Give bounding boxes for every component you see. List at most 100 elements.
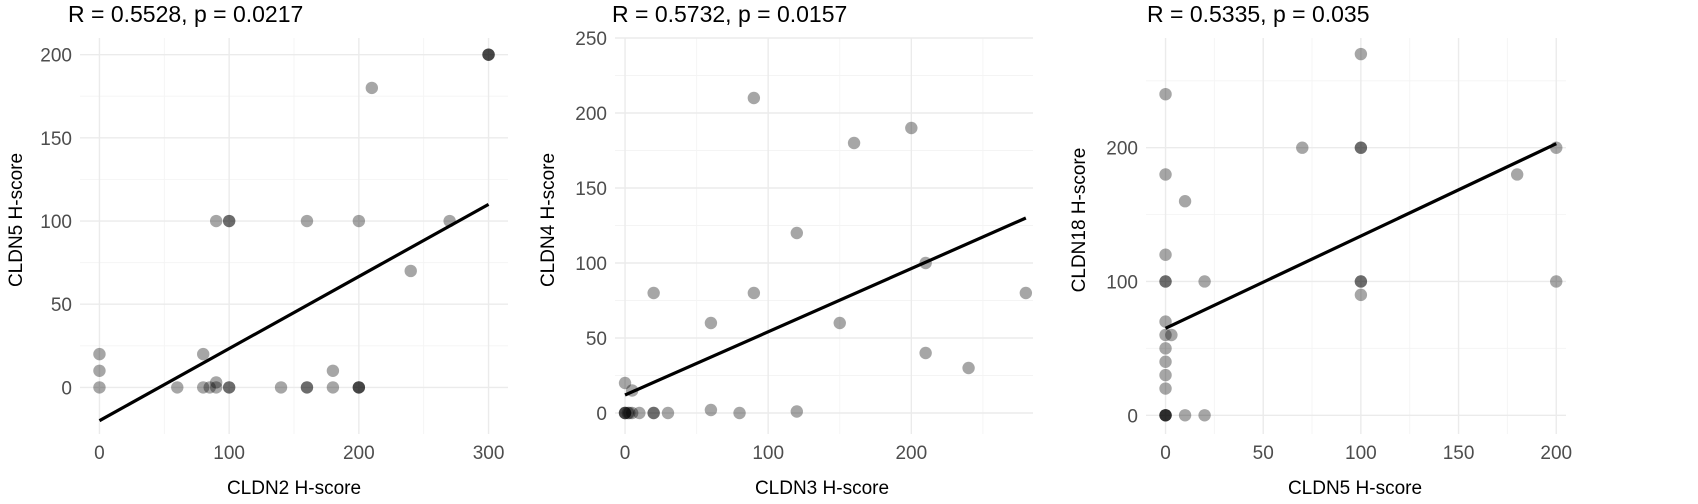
data-point xyxy=(733,406,746,420)
y-tick-label: 100 xyxy=(40,212,72,233)
x-tick-label: 0 xyxy=(94,443,105,464)
y-axis-label: CLDN5 H-score xyxy=(6,153,27,287)
data-point xyxy=(1354,47,1368,61)
data-point xyxy=(1165,328,1178,342)
data-point xyxy=(1159,328,1172,342)
data-point xyxy=(1354,141,1368,154)
data-point xyxy=(1159,409,1172,422)
data-point xyxy=(482,48,495,61)
data-point xyxy=(352,381,366,394)
data-point xyxy=(352,381,366,394)
x-tick-label: 0 xyxy=(1160,443,1171,464)
data-point xyxy=(1198,409,1211,422)
x-tick-label: 200 xyxy=(343,443,375,464)
data-point xyxy=(618,406,632,420)
y-tick-label: 200 xyxy=(40,46,72,67)
data-point xyxy=(1198,275,1211,288)
y-tick-label: 100 xyxy=(1106,272,1138,293)
data-point xyxy=(365,81,379,95)
data-point xyxy=(621,406,635,420)
regression-line xyxy=(98,202,490,423)
data-point xyxy=(1354,275,1368,288)
y-axis-label: CLDN18 H-score xyxy=(1069,148,1090,293)
data-point xyxy=(203,381,216,394)
data-point xyxy=(209,214,223,228)
y-tick-label: 200 xyxy=(1106,139,1138,160)
y-tick-label: 200 xyxy=(575,104,607,125)
plot-area: 0 100 200 0 50 100 150 200 250 xyxy=(575,29,1033,464)
x-tick-label: 100 xyxy=(213,443,245,464)
plot-area: 0 100 200 300 0 50 100 150 200 xyxy=(40,38,508,464)
data-point xyxy=(1159,342,1172,355)
panel-title: R = 0.5528, p = 0.0217 xyxy=(68,1,303,27)
data-point xyxy=(93,364,106,377)
data-point xyxy=(209,376,223,389)
data-point xyxy=(633,406,646,420)
data-point xyxy=(1159,248,1172,261)
data-point xyxy=(647,286,660,300)
panel-cldn3-cldn4: 0 100 200 0 50 100 150 200 250 R = 0.5732, p = 0… xyxy=(538,1,1033,499)
data-point xyxy=(647,406,660,420)
data-point xyxy=(404,264,417,278)
data-point xyxy=(790,226,804,240)
data-point xyxy=(1178,409,1192,422)
data-point xyxy=(625,406,639,420)
data-point xyxy=(1178,195,1192,208)
data-point xyxy=(222,214,236,228)
panel-title: R = 0.5732, p = 0.0157 xyxy=(612,1,847,27)
data-point xyxy=(352,381,366,394)
data-point xyxy=(618,376,632,390)
y-axis-label: CLDN4 H-score xyxy=(538,153,559,287)
y-tick-label: 150 xyxy=(575,179,607,200)
data-point xyxy=(222,214,236,228)
data-point xyxy=(352,214,366,228)
data-point xyxy=(222,381,236,394)
data-point xyxy=(919,346,932,360)
data-point xyxy=(1354,275,1368,288)
y-tick-label: 100 xyxy=(575,254,607,275)
x-tick-label: 100 xyxy=(1345,443,1377,464)
x-tick-label: 200 xyxy=(895,443,927,464)
data-point xyxy=(274,381,288,394)
data-point xyxy=(905,121,918,135)
data-point xyxy=(661,406,675,420)
x-axis-label: CLDN2 H-score xyxy=(227,478,361,499)
x-axis-label: CLDN5 H-score xyxy=(1288,478,1422,499)
data-point xyxy=(482,48,495,61)
data-point xyxy=(1159,409,1172,422)
data-point xyxy=(326,381,340,394)
y-tick-label: 0 xyxy=(1127,406,1138,427)
y-tick-label: 250 xyxy=(575,29,607,50)
data-point xyxy=(171,381,184,394)
data-point xyxy=(1159,315,1172,328)
data-point xyxy=(1550,275,1563,288)
y-tick-label: 50 xyxy=(586,329,607,350)
data-point xyxy=(93,347,106,361)
data-point xyxy=(1159,168,1172,181)
data-point xyxy=(1159,368,1172,382)
data-point xyxy=(197,347,210,361)
x-tick-label: 0 xyxy=(620,443,631,464)
data-point xyxy=(833,316,846,330)
data-point xyxy=(618,406,632,420)
y-tick-label: 0 xyxy=(61,378,72,399)
data-point xyxy=(1354,288,1368,302)
y-tick-label: 150 xyxy=(40,129,72,150)
data-point xyxy=(704,316,718,330)
data-point xyxy=(1159,355,1172,368)
data-point xyxy=(300,381,314,394)
data-point xyxy=(847,136,861,150)
data-point xyxy=(1159,275,1172,288)
data-point xyxy=(704,403,718,417)
panel-cldn5-cldn18: 0 50 100 150 200 0 100 200 R = 0.5335, p = 0.03… xyxy=(1069,1,1572,499)
x-tick-label: 50 xyxy=(1253,443,1274,464)
x-axis-label: CLDN3 H-score xyxy=(755,478,889,499)
data-point xyxy=(1019,286,1033,300)
data-point xyxy=(962,361,975,375)
plot-area: 0 50 100 150 200 0 100 200 xyxy=(1106,38,1572,464)
data-point xyxy=(326,364,340,377)
x-tick-label: 300 xyxy=(473,443,505,464)
data-point xyxy=(647,406,660,420)
data-point xyxy=(209,381,223,394)
